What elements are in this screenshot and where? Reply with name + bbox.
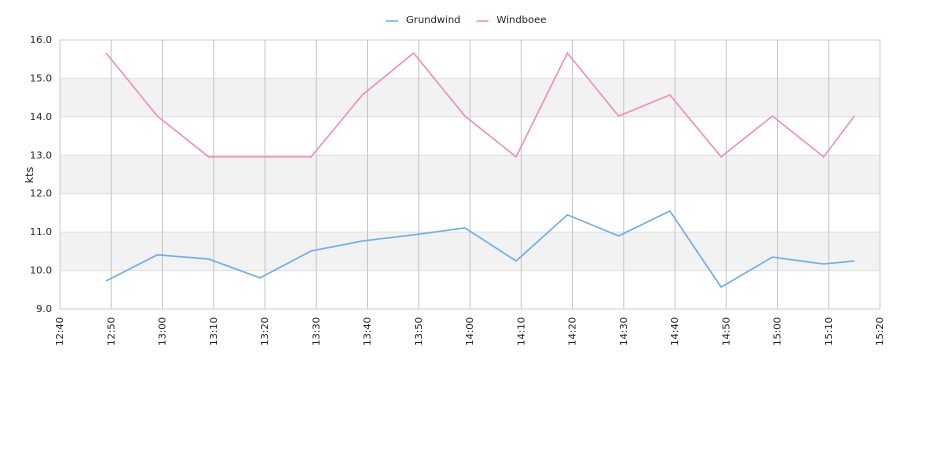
x-tick-label: 13:20	[260, 317, 271, 346]
y-tick-label: 9.0	[36, 304, 52, 315]
y-tick-label: 12.0	[30, 189, 52, 200]
legend-label: Windboee	[497, 15, 547, 26]
x-tick-label: 13:50	[414, 317, 425, 346]
x-tick-label: 14:50	[721, 317, 732, 346]
x-tick-label: 15:00	[773, 317, 784, 346]
x-tick-label: 14:20	[568, 317, 579, 346]
x-tick-label: 15:20	[875, 317, 886, 346]
x-tick-label: 12:40	[55, 317, 66, 346]
line	[105, 51, 855, 158]
x-tick-label: 13:40	[363, 317, 374, 346]
x-tick-label: 14:30	[619, 317, 630, 346]
y-tick-label: 16.0	[30, 35, 52, 46]
x-tick-label: 13:10	[209, 317, 220, 346]
y-tick-label: 13.0	[30, 150, 52, 161]
y-axis-label: kts	[23, 167, 36, 184]
x-tick-label: 12:50	[106, 317, 117, 346]
y-tick-label: 10.0	[30, 266, 52, 277]
x-tick-label: 14:10	[516, 317, 527, 346]
x-tick-label: 13:30	[311, 317, 322, 346]
y-tick-label: 11.0	[30, 227, 52, 238]
line	[105, 210, 855, 289]
x-tick-label: 14:40	[670, 317, 681, 346]
x-tick-label: 14:00	[465, 317, 476, 346]
legend-label: Grundwind	[406, 15, 461, 26]
y-tick-label: 14.0	[30, 112, 52, 123]
plot-frame	[59, 39, 881, 310]
y-tick-label: 15.0	[30, 73, 52, 84]
x-tick-label: 15:10	[824, 317, 835, 346]
x-tick-label: 13:00	[158, 317, 169, 346]
